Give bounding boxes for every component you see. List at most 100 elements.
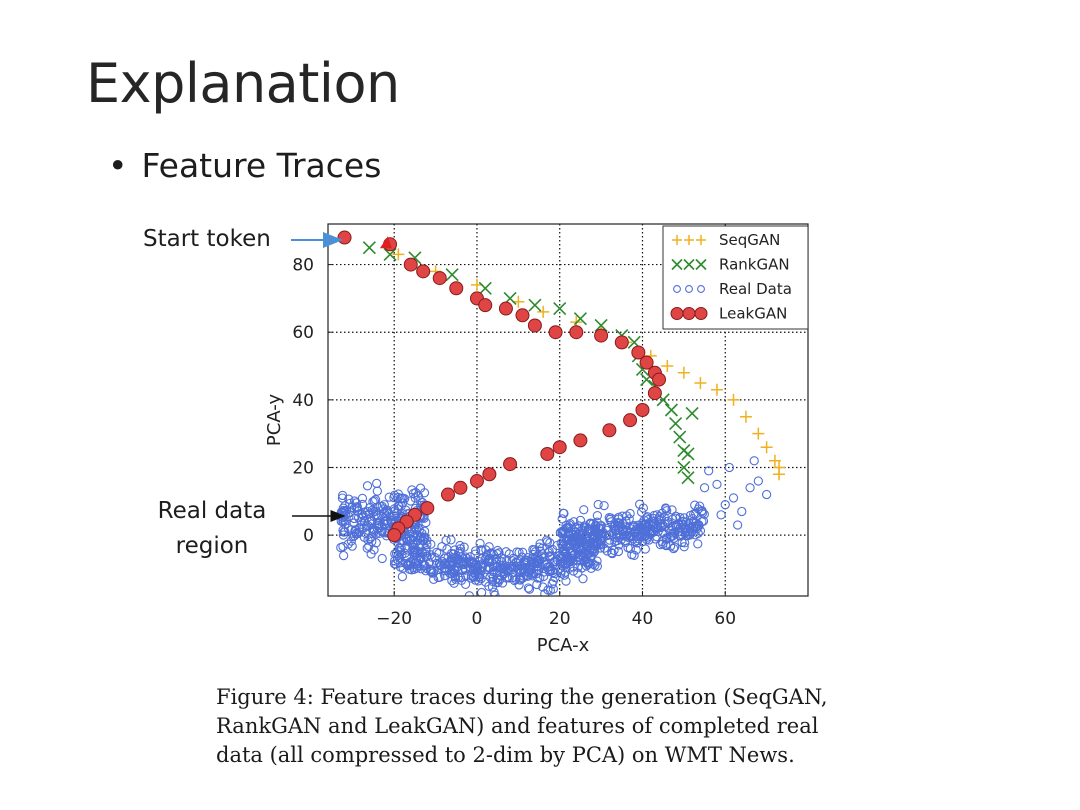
real-data-point [543, 548, 554, 558]
real-data-point [607, 548, 617, 558]
real-data-point [523, 552, 533, 563]
real-data-point [419, 560, 429, 571]
real-data-point [351, 498, 362, 508]
real-data-point [367, 536, 377, 547]
leakgan-point [540, 446, 555, 461]
real-data-point [562, 532, 572, 542]
x-tick-label: 0 [472, 609, 483, 629]
real-data-point [679, 542, 689, 552]
leakgan-point [569, 325, 584, 340]
real-data-point [563, 558, 573, 568]
real-data-point [592, 510, 603, 521]
leakgan-point [416, 264, 431, 279]
x-tick-label: 40 [632, 609, 654, 629]
real-data-point [613, 546, 624, 557]
real-data-region-label: Real data region [142, 494, 282, 564]
real-data-point [504, 549, 514, 559]
real-data-point [487, 576, 498, 586]
real-data-point [673, 520, 683, 530]
leakgan-point [449, 281, 464, 296]
real-data-point [545, 566, 556, 576]
real-data-point [458, 557, 469, 567]
real-data-point [437, 542, 447, 552]
real-data-point [349, 518, 359, 528]
real-data-point [677, 537, 687, 548]
real-data-point [690, 523, 701, 533]
real-data-point [372, 486, 382, 496]
real-data-point [573, 562, 583, 572]
leakgan-point [337, 230, 352, 245]
leakgan-point [469, 474, 484, 489]
leakgan-point [548, 325, 563, 340]
x-tick-label: −20 [376, 609, 412, 629]
leakgan-point [498, 301, 513, 316]
real-data-point [581, 561, 592, 571]
real-data-point [712, 479, 722, 490]
real-data-point [487, 582, 498, 592]
real-data-point [346, 536, 356, 546]
real-data-point [362, 481, 373, 491]
legend-label: LeakGAN [719, 305, 787, 323]
real-data-point [602, 525, 612, 535]
real-data-point [689, 509, 699, 519]
real-data-point [578, 574, 588, 584]
real-data-point [704, 466, 714, 476]
leakgan-point [552, 440, 567, 455]
real-data-point [517, 547, 528, 557]
real-data-point [503, 564, 513, 574]
real-data-point [667, 505, 677, 515]
real-data-point [368, 496, 378, 507]
real-data-label-line1: Real data [157, 498, 267, 524]
real-data-point [427, 552, 437, 562]
seqgan-point [537, 305, 550, 318]
real-data-point [481, 545, 491, 555]
slide-title: Explanation [86, 52, 400, 115]
real-data-point [404, 564, 415, 575]
real-data-point [605, 514, 615, 525]
real-data-point [477, 562, 487, 573]
real-data-point [369, 496, 380, 506]
rankgan-point [528, 298, 542, 312]
real-data-point [637, 518, 647, 528]
y-tick-label: 60 [292, 323, 314, 343]
real-data-point [368, 526, 378, 536]
real-data-point [467, 558, 477, 568]
leakgan-point [631, 345, 646, 360]
real-data-point [514, 547, 524, 557]
real-data-point [638, 503, 648, 513]
rankgan-point [573, 312, 587, 326]
real-data-point [461, 557, 472, 567]
real-data-point [523, 583, 534, 593]
leakgan-point [639, 355, 654, 370]
real-data-point [400, 533, 411, 543]
caption-line: RankGAN and LeakGAN) and features of com… [216, 714, 819, 738]
real-data-point [379, 500, 389, 510]
leakgan-point [573, 433, 588, 448]
real-data-point [566, 548, 576, 558]
leakgan-point [482, 467, 497, 482]
real-data-point [626, 524, 637, 534]
real-data-point [493, 577, 503, 588]
figure-caption: Figure 4: Feature traces during the gene… [216, 683, 866, 770]
seqgan-point [739, 410, 752, 423]
real-data-point [668, 514, 678, 524]
rankgan-point [553, 301, 567, 316]
leakgan-point [594, 328, 609, 343]
legend-marker [685, 285, 693, 293]
real-data-point [552, 555, 563, 565]
real-data-point [524, 584, 535, 594]
plot-frame [327, 223, 809, 597]
legend-marker [671, 258, 683, 271]
real-data-point [338, 542, 348, 552]
real-data-point [440, 571, 450, 581]
real-data-point [511, 574, 521, 585]
real-data-point [448, 549, 459, 559]
real-data-point [389, 559, 400, 569]
real-data-point [435, 572, 445, 582]
real-data-point [339, 550, 349, 561]
real-data-point [699, 483, 710, 493]
real-data-point [412, 551, 422, 561]
real-data-point [583, 526, 593, 536]
real-data-point [344, 494, 354, 504]
real-data-point [664, 525, 674, 535]
